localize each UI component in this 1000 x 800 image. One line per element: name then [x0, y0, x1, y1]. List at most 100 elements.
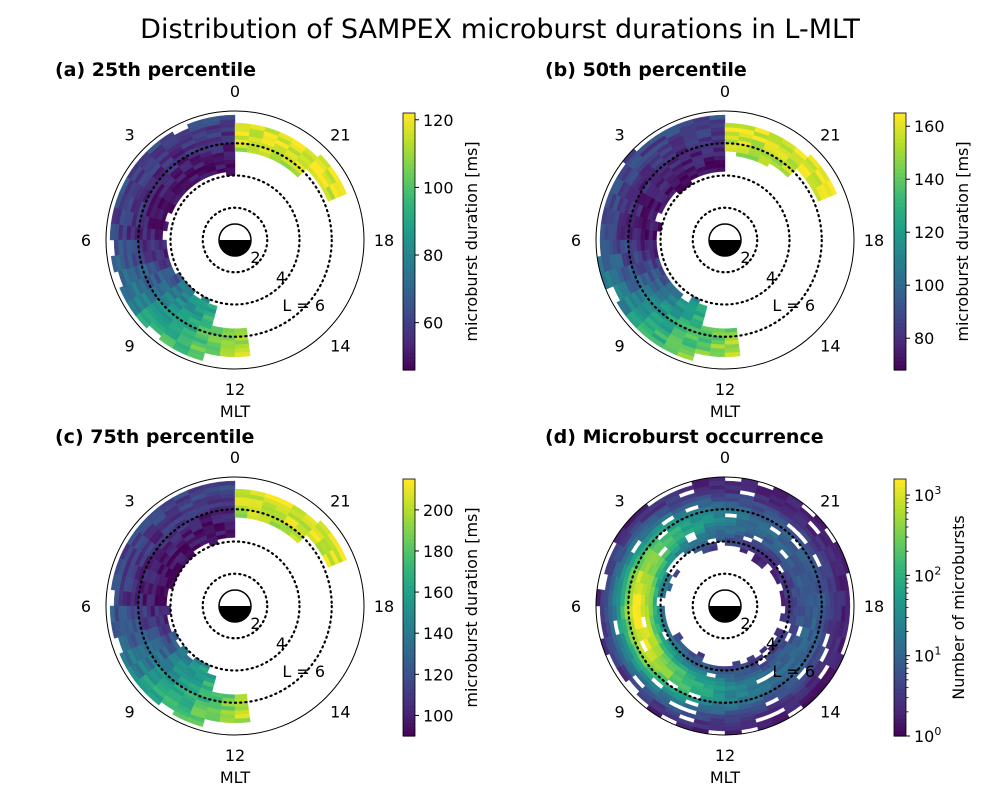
colorbar-segment — [403, 155, 415, 161]
colorbar-segment — [403, 113, 415, 118]
mlt-tick-label: 21 — [330, 126, 350, 145]
colorbar: 60 80 100 120 microburst duration [ms] — [402, 111, 481, 371]
panel-title: (d) Microburst occurrence — [545, 426, 824, 448]
colorbar-segment — [894, 688, 906, 694]
colorbar-segment — [403, 714, 415, 720]
heatmap-cell — [724, 681, 736, 687]
heatmap-cell — [796, 605, 802, 617]
colorbar-segment — [403, 637, 415, 643]
colorbar-segment — [894, 581, 906, 587]
colorbar-segment — [894, 654, 906, 660]
heatmap-cell — [317, 520, 332, 536]
colorbar-segment — [403, 491, 415, 497]
colorbar-segment — [894, 194, 906, 200]
colorbar-frame — [402, 112, 416, 371]
colorbar-segment — [894, 310, 906, 315]
colorbar-segment — [403, 138, 415, 144]
mlt-tick-label: 12 — [715, 746, 735, 765]
heatmap-cell — [158, 595, 164, 607]
l-ring — [659, 174, 791, 306]
earth-night-side — [219, 240, 251, 256]
heatmap-cell — [224, 159, 236, 165]
colorbar-segment — [403, 560, 415, 566]
heatmap-cell — [652, 605, 658, 616]
heatmap-cell — [234, 351, 251, 358]
colorbar-segment — [403, 581, 415, 587]
mlt-tick-label: 21 — [820, 492, 840, 511]
colorbar-segment — [894, 697, 906, 703]
colorbar-segment — [894, 658, 906, 664]
colorbar-tick-exponent: 1 — [934, 645, 941, 658]
colorbar-segment — [403, 650, 415, 656]
colorbar-segment — [403, 530, 415, 536]
colorbar-segment — [403, 220, 415, 225]
mlt-tick-label: 21 — [820, 126, 840, 145]
colorbar-label: microburst duration [ms] — [462, 507, 481, 707]
heatmap-cell — [714, 529, 726, 535]
colorbar-segment — [894, 671, 906, 677]
heatmap-cell — [792, 605, 798, 616]
colorbar-segment — [894, 160, 906, 165]
mlt-tick-label: 14 — [820, 702, 840, 721]
colorbar-segment — [894, 241, 906, 247]
colorbar-segment — [894, 297, 906, 303]
heatmap-cell — [644, 229, 650, 241]
colorbar-segment — [403, 211, 415, 217]
colorbar-segment — [403, 513, 415, 519]
colorbar-segment — [403, 628, 415, 634]
mlt-tick-label: 18 — [864, 597, 884, 616]
colorbar-segment — [894, 250, 906, 255]
colorbar-segment — [894, 637, 906, 643]
colorbar-segment — [894, 479, 906, 484]
heatmap-cell — [186, 717, 204, 727]
colorbar-segment — [894, 237, 906, 243]
polar-frame — [105, 110, 365, 370]
colorbar-segment — [894, 215, 906, 221]
heatmap-cell — [715, 533, 726, 539]
colorbar-segment — [403, 671, 415, 677]
heatmap-cell — [317, 154, 332, 170]
colorbar-segment — [894, 322, 906, 328]
colorbar-segment — [403, 496, 415, 502]
colorbar-label: microburst duration [ms] — [953, 141, 972, 341]
colorbar-segment — [403, 357, 415, 363]
l-ring-label: 4 — [276, 634, 286, 653]
mlt-tick-label: 21 — [330, 492, 350, 511]
colorbar-segment — [403, 487, 415, 493]
colorbar-segment — [894, 185, 906, 191]
l-ring — [169, 174, 301, 306]
l-ring-label: 4 — [766, 634, 776, 653]
colorbar-segment — [403, 237, 415, 243]
colorbar-segment — [403, 365, 415, 371]
colorbar-segment — [894, 611, 906, 617]
colorbar-segment — [894, 125, 906, 131]
panel-title: (c) 75th percentile — [55, 426, 254, 448]
colorbar-segment — [894, 701, 906, 707]
colorbar-segment — [403, 288, 415, 294]
colorbar-segment — [403, 348, 415, 354]
mlt-tick-label: 18 — [374, 597, 394, 616]
colorbar-segment — [894, 714, 906, 720]
colorbar-segment — [403, 121, 415, 127]
colorbar-segment — [403, 693, 415, 699]
colorbar-segment — [403, 232, 415, 238]
mlt-tick-label: 3 — [615, 126, 625, 145]
earth-night-side — [709, 606, 741, 622]
mlt-tick-label: 6 — [81, 231, 91, 250]
colorbar-segment — [403, 280, 415, 285]
l-ring — [659, 540, 791, 672]
colorbar-segment — [894, 646, 906, 651]
colorbar-segment — [894, 710, 906, 716]
l-ring — [137, 142, 333, 338]
colorbar-segment — [403, 603, 415, 609]
colorbar-segment — [894, 138, 906, 144]
colorbar-segment — [403, 508, 415, 514]
earth-night-side — [709, 240, 741, 256]
colorbar-segment — [894, 164, 906, 170]
mlt-tick-label: 3 — [125, 126, 135, 145]
colorbar-segment — [894, 117, 906, 123]
heatmap-cell — [224, 163, 236, 169]
heatmap-cell — [676, 485, 694, 495]
colorbar-tick-label: 160 — [914, 117, 945, 136]
